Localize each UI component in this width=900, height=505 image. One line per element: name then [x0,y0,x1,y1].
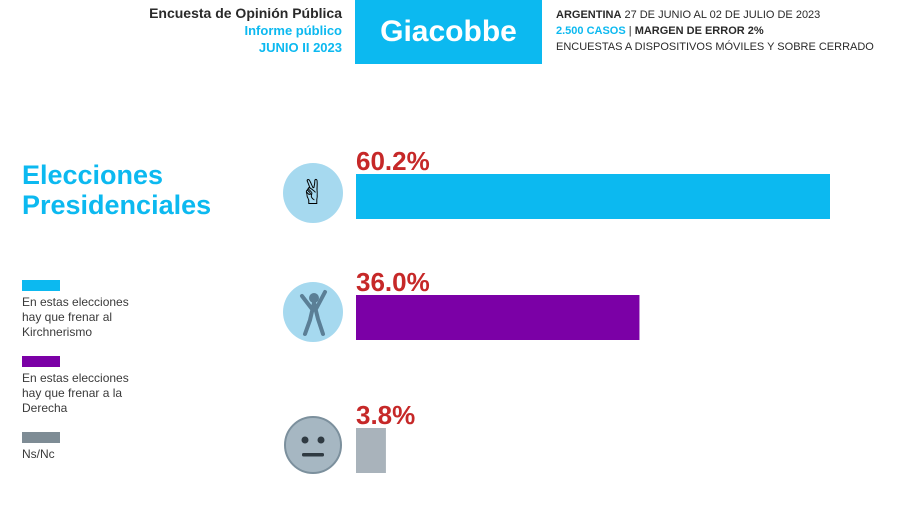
report-type: Informe público [244,23,343,38]
legend-item-kirchnerismo: En estas elecciones hay que frenar al Ki… [22,280,172,340]
edition: JUNIO II 2023 [258,40,342,55]
victory-hand-icon: ✌ [283,163,343,223]
legend-item-derecha: En estas elecciones hay que frenar a la … [22,356,172,416]
value-label-derecha: 36.0% [356,267,430,297]
header-right: ARGENTINA 27 DE JUNIO AL 02 DE JULIO DE … [556,7,874,55]
bar-kirchnerismo [356,174,830,219]
neutral-face-icon [283,415,343,475]
value-label-nsnc: 3.8% [356,400,415,430]
legend-label-nsnc: Ns/Nc [22,447,55,461]
header-left: Encuesta de Opinión Pública Informe públ… [149,5,342,56]
brand-logo: Giacobbe [355,0,542,64]
cases: 2.500 CASOS [556,25,626,37]
bar-nsnc [356,428,386,473]
chart-title-line-1: Elecciones [22,160,164,190]
value-label-kirchnerismo: 60.2% [356,146,430,176]
legend-swatch-nsnc [22,432,60,443]
country: ARGENTINA [556,9,622,21]
chart-title: Elecciones Presidenciales [22,160,211,220]
legend-swatch-kirchnerismo [22,280,60,291]
legend-swatch-derecha [22,356,60,367]
method: ENCUESTAS A DISPOSITIVOS MÓVILES Y SOBRE… [556,41,874,53]
date-range: 27 DE JUNIO AL 02 DE JULIO DE 2023 [621,9,821,21]
separator: | [625,25,635,37]
legend-label-derecha: En estas elecciones hay que frenar a la … [22,371,129,415]
legend-label-kirchnerismo: En estas elecciones hay que frenar al Ki… [22,295,129,339]
legend-item-nsnc: Ns/Nc [22,432,172,462]
protest-figure-icon [283,282,343,342]
bar-derecha [356,295,640,340]
chart-title-line-2: Presidenciales [22,190,212,220]
survey-title: Encuesta de Opinión Pública [149,5,342,21]
margin-of-error: MARGEN DE ERROR 2% [634,25,764,37]
